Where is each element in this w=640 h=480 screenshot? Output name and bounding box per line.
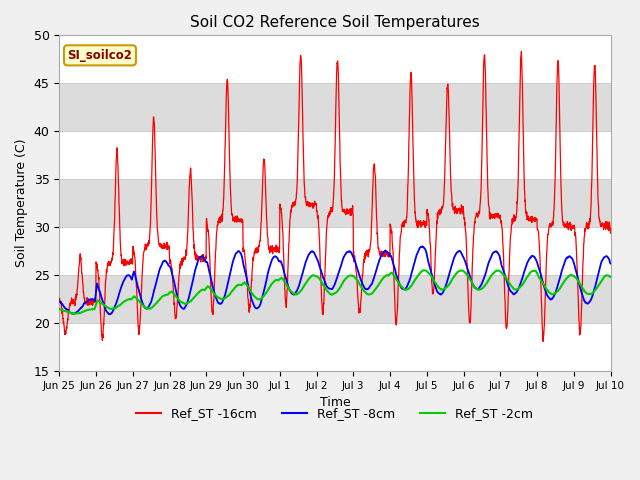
X-axis label: Time: Time <box>319 396 350 409</box>
Bar <box>60 84 611 131</box>
Text: SI_soilco2: SI_soilco2 <box>68 49 132 62</box>
Title: Soil CO2 Reference Soil Temperatures: Soil CO2 Reference Soil Temperatures <box>190 15 480 30</box>
Y-axis label: Soil Temperature (C): Soil Temperature (C) <box>15 139 28 267</box>
Bar <box>60 179 611 227</box>
Legend: Ref_ST -16cm, Ref_ST -8cm, Ref_ST -2cm: Ref_ST -16cm, Ref_ST -8cm, Ref_ST -2cm <box>131 402 538 425</box>
Bar <box>60 275 611 323</box>
